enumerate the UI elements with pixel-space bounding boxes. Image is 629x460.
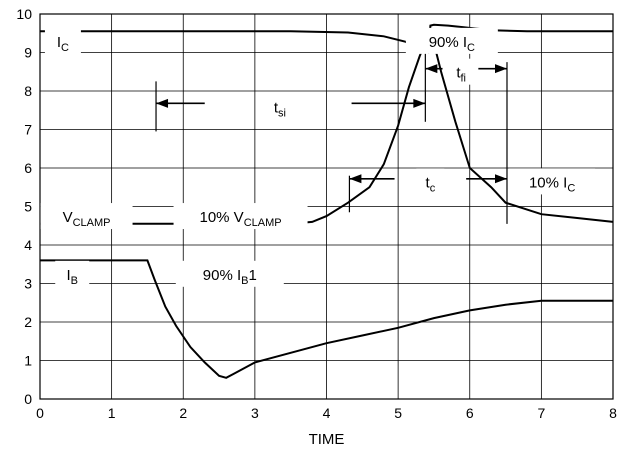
label-pct90ib1: 90% IB1	[203, 267, 257, 287]
label-bg-pct10vclamp	[173, 203, 308, 230]
label-bg-tfi	[446, 58, 477, 85]
y-tick-label: 8	[24, 83, 32, 99]
series-group	[40, 23, 614, 379]
grid	[39, 13, 614, 400]
y-tick-label: 0	[24, 391, 32, 407]
y-tick-label: 9	[24, 45, 32, 61]
dimension-markers	[155, 52, 508, 224]
tsi-arrowhead-left	[156, 98, 169, 108]
label-bg-pct90ic	[405, 27, 498, 54]
label-tfi: tfi	[456, 65, 466, 85]
label-bg-ic	[44, 27, 81, 54]
tc-arrowhead-right	[494, 174, 507, 184]
x-tick-label: 5	[394, 405, 402, 421]
tfi-arrowhead-right	[494, 64, 507, 74]
tc-arrowhead-left	[349, 174, 362, 184]
label-bg-ib	[55, 260, 90, 287]
y-tick-label: 10	[16, 6, 32, 22]
label-ib: IB	[66, 267, 78, 287]
x-tick-label: 1	[108, 405, 116, 421]
y-tick-label: 3	[24, 276, 32, 292]
tfi-arrowhead-left	[425, 64, 438, 74]
y-tick-label: 4	[24, 237, 32, 253]
label-bg-tc	[416, 168, 445, 195]
series-line-ic	[40, 23, 613, 55]
x-tick-label: 7	[537, 405, 545, 421]
tsi-arrowhead-right	[413, 98, 426, 108]
plot-frame	[39, 13, 614, 400]
tick-labels: 0 1 2 3 4 5 6 7 8 0 1 2 3 4 5 6 7 8 9 10	[16, 6, 617, 421]
x-tick-label: 2	[179, 405, 187, 421]
x-tick-label: 6	[466, 405, 474, 421]
x-tick-label: 3	[251, 405, 259, 421]
x-tick-label: 4	[323, 405, 331, 421]
y-tick-label: 1	[24, 353, 32, 369]
x-tick-label: 8	[609, 405, 617, 421]
label-bg-tsi	[262, 93, 297, 120]
y-tick-label: 5	[24, 199, 32, 215]
series-line-ib	[40, 259, 613, 379]
label-tc: tc	[426, 174, 436, 194]
label-pct90ic: 90% IC	[429, 34, 475, 54]
series-line-vclamp	[40, 26, 614, 225]
label-pct10ic: 10% IC	[529, 174, 575, 194]
y-tick-label: 6	[24, 160, 32, 176]
y-tick-label: 7	[24, 122, 32, 138]
label-bg-pct90ib1	[175, 260, 284, 287]
label-bg-vclamp	[40, 203, 133, 230]
x-tick-label: 0	[36, 405, 44, 421]
y-tick-label: 2	[24, 314, 32, 330]
label-bg-pct10ic	[509, 168, 596, 195]
x-axis-title: TIME	[309, 431, 345, 448]
